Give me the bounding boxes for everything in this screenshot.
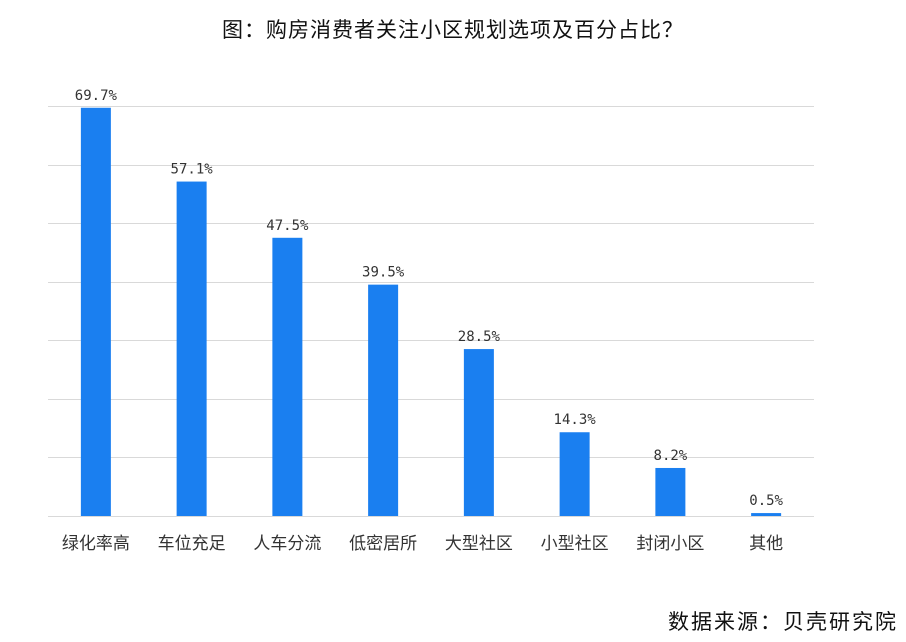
bar-7 [655, 467, 686, 516]
bar-3 [272, 237, 303, 517]
value-label: 0.5% [749, 493, 783, 509]
value-label: 39.5% [362, 265, 405, 281]
category-label: 其他 [749, 534, 783, 554]
category-label: 人车分流 [253, 534, 321, 554]
value-label: 28.5% [458, 329, 501, 345]
value-label: 69.7% [75, 88, 118, 104]
category-labels: 绿化率高 车位充足 人车分流 低密居所 大型社区 小型社区 封闭小区 其他 [62, 534, 783, 554]
category-label: 低密居所 [349, 534, 417, 554]
bar-2 [176, 181, 207, 517]
category-label: 小型社区 [541, 534, 609, 554]
category-label: 大型社区 [445, 534, 513, 554]
source-note: 数据来源：贝壳研究院 [668, 610, 898, 634]
gridlines [48, 106, 814, 517]
bar-8 [751, 513, 782, 516]
bar-6 [559, 432, 590, 516]
value-label: 47.5% [266, 218, 309, 234]
value-label: 57.1% [171, 162, 214, 178]
bar-5 [463, 349, 494, 516]
bar-4 [368, 284, 399, 516]
category-label: 车位充足 [158, 534, 226, 554]
value-label: 14.3% [554, 412, 597, 428]
value-label: 8.2% [654, 448, 688, 464]
category-label: 封闭小区 [636, 534, 704, 554]
chart-title: 图：购房消费者关注小区规划选项及百分占比？ [222, 18, 684, 42]
category-label: 绿化率高 [62, 534, 130, 554]
value-labels: 69.7% 57.1% 47.5% 39.5% 28.5% 14.3% 8.2% 0.5% [75, 88, 784, 509]
bars [80, 107, 782, 517]
bar-1 [80, 107, 111, 516]
